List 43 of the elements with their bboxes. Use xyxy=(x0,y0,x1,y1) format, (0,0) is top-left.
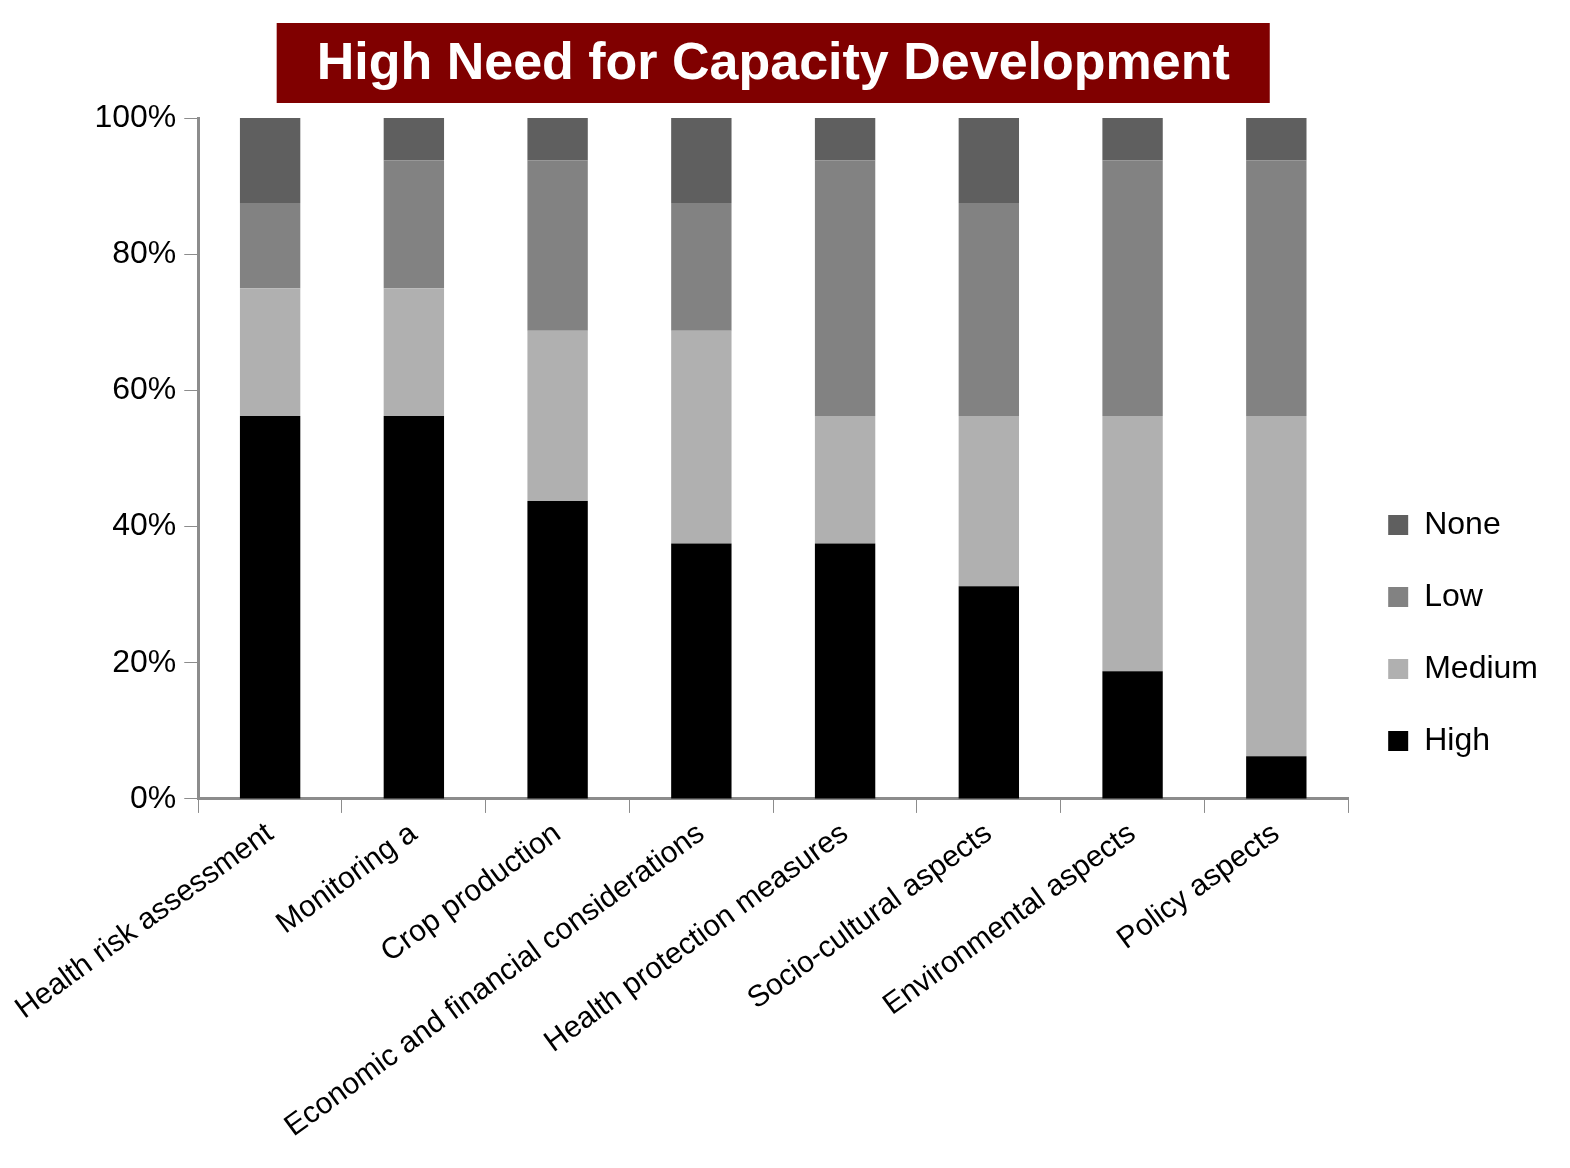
bar xyxy=(814,118,876,161)
bar xyxy=(1246,118,1307,161)
y-tick-label: 40% xyxy=(112,506,177,543)
bar xyxy=(383,415,445,799)
bar xyxy=(1102,160,1163,416)
bar xyxy=(958,203,1020,416)
bar xyxy=(527,118,588,161)
bar xyxy=(383,118,445,161)
bar xyxy=(527,160,588,331)
y-tick-label: 100% xyxy=(94,97,177,134)
bar xyxy=(239,288,301,416)
bar xyxy=(814,415,876,544)
text: High Need for Capacity Development xyxy=(316,32,1230,91)
y-tick-label: 60% xyxy=(112,370,177,407)
bar xyxy=(527,330,588,502)
legend-label: High xyxy=(1424,720,1490,757)
bar xyxy=(671,330,732,544)
bar xyxy=(958,118,1020,204)
legend-label: Medium xyxy=(1424,648,1538,685)
y-tick-label: 0% xyxy=(130,778,177,815)
bar xyxy=(671,543,732,799)
bar xyxy=(958,415,1020,587)
bar xyxy=(814,160,876,416)
bar xyxy=(671,203,732,331)
y-tick-label: 80% xyxy=(112,234,177,271)
bar xyxy=(239,118,301,204)
bar xyxy=(958,586,1020,799)
bar xyxy=(1102,415,1163,672)
bar xyxy=(1102,671,1163,799)
bar xyxy=(1246,756,1307,799)
legend-label: Low xyxy=(1424,576,1484,613)
legend-label: None xyxy=(1424,504,1501,541)
bar xyxy=(671,118,732,204)
bar xyxy=(814,543,876,799)
bar xyxy=(527,501,588,799)
bar xyxy=(383,160,445,289)
bar xyxy=(383,288,445,416)
bar xyxy=(1102,118,1163,161)
y-tick-label: 20% xyxy=(112,642,177,679)
bar xyxy=(239,415,301,799)
bar xyxy=(1246,415,1307,757)
bar xyxy=(1246,160,1307,416)
bar xyxy=(239,203,301,289)
